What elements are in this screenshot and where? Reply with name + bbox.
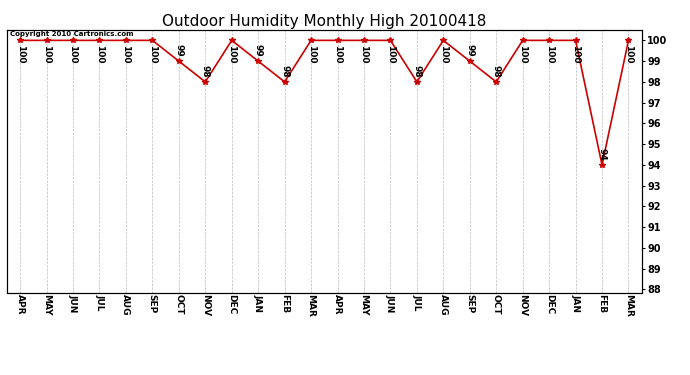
Text: 94: 94 xyxy=(598,148,607,161)
Title: Outdoor Humidity Monthly High 20100418: Outdoor Humidity Monthly High 20100418 xyxy=(162,14,486,29)
Text: 100: 100 xyxy=(386,45,395,63)
Text: 100: 100 xyxy=(359,45,368,63)
Text: 98: 98 xyxy=(280,65,289,78)
Text: 99: 99 xyxy=(254,44,263,57)
Text: 99: 99 xyxy=(175,44,184,57)
Text: 100: 100 xyxy=(333,45,342,63)
Text: 98: 98 xyxy=(413,65,422,78)
Text: 100: 100 xyxy=(227,45,236,63)
Text: 98: 98 xyxy=(492,65,501,78)
Text: 100: 100 xyxy=(42,45,51,63)
Text: 100: 100 xyxy=(439,45,448,63)
Text: 100: 100 xyxy=(95,45,104,63)
Text: 99: 99 xyxy=(465,44,474,57)
Text: 100: 100 xyxy=(16,45,25,63)
Text: 100: 100 xyxy=(571,45,580,63)
Text: 98: 98 xyxy=(201,65,210,78)
Text: 100: 100 xyxy=(121,45,130,63)
Text: 100: 100 xyxy=(68,45,77,63)
Text: 100: 100 xyxy=(544,45,553,63)
Text: 100: 100 xyxy=(518,45,527,63)
Text: 100: 100 xyxy=(306,45,315,63)
Text: Copyright 2010 Cartronics.com: Copyright 2010 Cartronics.com xyxy=(10,32,134,38)
Text: 100: 100 xyxy=(624,45,633,63)
Text: 100: 100 xyxy=(148,45,157,63)
